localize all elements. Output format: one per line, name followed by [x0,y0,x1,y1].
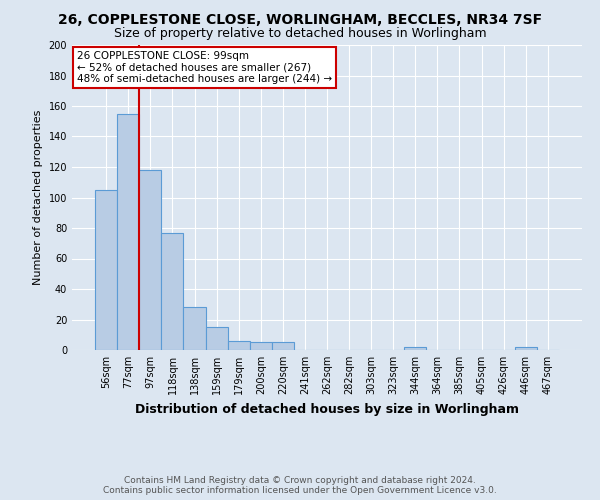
Bar [227,341,250,350]
Text: Contains HM Land Registry data © Crown copyright and database right 2024.
Contai: Contains HM Land Registry data © Crown c… [103,476,497,495]
Bar [184,308,206,350]
Bar [139,170,161,350]
X-axis label: Distribution of detached houses by size in Worlingham: Distribution of detached houses by size … [135,402,519,415]
Bar [117,114,139,350]
Bar [206,327,227,350]
Bar [404,347,427,350]
Text: Size of property relative to detached houses in Worlingham: Size of property relative to detached ho… [113,28,487,40]
Y-axis label: Number of detached properties: Number of detached properties [33,110,43,285]
Bar [95,190,117,350]
Bar [161,232,184,350]
Bar [515,347,537,350]
Bar [250,342,272,350]
Bar [272,342,294,350]
Text: 26 COPPLESTONE CLOSE: 99sqm
← 52% of detached houses are smaller (267)
48% of se: 26 COPPLESTONE CLOSE: 99sqm ← 52% of det… [77,51,332,84]
Text: 26, COPPLESTONE CLOSE, WORLINGHAM, BECCLES, NR34 7SF: 26, COPPLESTONE CLOSE, WORLINGHAM, BECCL… [58,12,542,26]
